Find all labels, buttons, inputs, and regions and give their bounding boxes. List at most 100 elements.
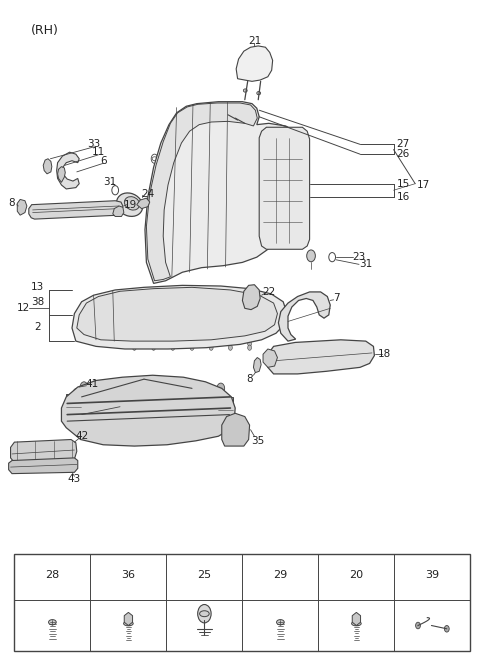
Text: 22: 22 bbox=[262, 287, 276, 297]
Circle shape bbox=[248, 341, 252, 346]
Bar bbox=[66, 394, 81, 420]
Polygon shape bbox=[253, 358, 261, 373]
Polygon shape bbox=[43, 159, 52, 174]
Text: 2: 2 bbox=[34, 321, 41, 332]
Text: 12: 12 bbox=[16, 303, 30, 314]
Text: 28: 28 bbox=[45, 570, 60, 580]
Polygon shape bbox=[352, 613, 360, 626]
Ellipse shape bbox=[77, 309, 88, 321]
Ellipse shape bbox=[200, 611, 209, 617]
Text: 35: 35 bbox=[252, 436, 265, 446]
Circle shape bbox=[198, 605, 211, 623]
Polygon shape bbox=[11, 440, 77, 464]
Text: 36: 36 bbox=[121, 570, 135, 580]
Ellipse shape bbox=[257, 92, 261, 94]
Bar bbox=[263, 138, 302, 243]
Ellipse shape bbox=[79, 312, 85, 318]
Text: 8: 8 bbox=[9, 198, 15, 209]
Text: 13: 13 bbox=[31, 282, 44, 293]
Ellipse shape bbox=[124, 197, 140, 210]
Polygon shape bbox=[77, 287, 277, 341]
Circle shape bbox=[152, 345, 156, 350]
Text: 31: 31 bbox=[103, 177, 116, 188]
Polygon shape bbox=[61, 375, 235, 446]
Text: 11: 11 bbox=[92, 147, 105, 157]
Polygon shape bbox=[145, 102, 308, 283]
Ellipse shape bbox=[117, 193, 143, 216]
Polygon shape bbox=[113, 206, 124, 216]
Circle shape bbox=[190, 341, 194, 346]
Text: 25: 25 bbox=[197, 570, 212, 580]
Polygon shape bbox=[124, 613, 132, 626]
Text: 43: 43 bbox=[68, 474, 81, 484]
Polygon shape bbox=[57, 152, 79, 189]
Text: 33: 33 bbox=[87, 139, 100, 150]
Ellipse shape bbox=[243, 89, 247, 92]
Polygon shape bbox=[278, 292, 330, 341]
Circle shape bbox=[80, 382, 88, 392]
Polygon shape bbox=[9, 458, 78, 474]
Circle shape bbox=[132, 345, 136, 350]
Circle shape bbox=[209, 345, 213, 350]
Ellipse shape bbox=[226, 113, 230, 117]
Text: 7: 7 bbox=[333, 293, 339, 304]
Circle shape bbox=[82, 207, 86, 213]
Text: 29: 29 bbox=[273, 570, 288, 580]
Text: 8: 8 bbox=[246, 374, 253, 384]
Text: 39: 39 bbox=[425, 570, 440, 580]
Polygon shape bbox=[259, 127, 310, 249]
Polygon shape bbox=[72, 285, 287, 349]
Text: 20: 20 bbox=[349, 570, 363, 580]
Circle shape bbox=[152, 341, 156, 346]
Polygon shape bbox=[236, 46, 273, 81]
Text: 41: 41 bbox=[85, 379, 99, 389]
Circle shape bbox=[132, 341, 136, 346]
Ellipse shape bbox=[276, 620, 284, 625]
Text: 31: 31 bbox=[359, 259, 372, 270]
Text: 17: 17 bbox=[417, 180, 430, 190]
Polygon shape bbox=[146, 103, 257, 281]
Circle shape bbox=[228, 341, 232, 346]
Circle shape bbox=[73, 388, 81, 399]
Polygon shape bbox=[222, 413, 250, 446]
Circle shape bbox=[171, 341, 175, 346]
Text: 27: 27 bbox=[396, 139, 410, 150]
Circle shape bbox=[416, 623, 420, 629]
Text: 21: 21 bbox=[248, 35, 261, 46]
Polygon shape bbox=[29, 201, 123, 219]
Circle shape bbox=[101, 207, 105, 213]
Text: 6: 6 bbox=[100, 155, 107, 166]
Bar bbox=[14, 554, 470, 651]
Bar bbox=[263, 138, 302, 243]
Circle shape bbox=[171, 345, 175, 350]
Ellipse shape bbox=[123, 621, 133, 626]
Circle shape bbox=[228, 345, 232, 350]
Circle shape bbox=[217, 383, 225, 394]
Polygon shape bbox=[268, 340, 374, 374]
Circle shape bbox=[41, 207, 45, 213]
Polygon shape bbox=[242, 285, 260, 310]
Text: 19: 19 bbox=[124, 199, 137, 210]
Polygon shape bbox=[17, 199, 27, 215]
Text: 38: 38 bbox=[31, 297, 44, 307]
Polygon shape bbox=[137, 198, 150, 209]
Text: 15: 15 bbox=[396, 178, 410, 189]
Circle shape bbox=[248, 345, 252, 350]
Text: 18: 18 bbox=[377, 349, 391, 359]
Ellipse shape bbox=[233, 116, 237, 120]
Ellipse shape bbox=[48, 620, 56, 625]
Text: 42: 42 bbox=[76, 431, 89, 441]
Circle shape bbox=[60, 207, 64, 213]
Text: (RH): (RH) bbox=[31, 24, 59, 37]
Circle shape bbox=[307, 250, 315, 262]
Text: 23: 23 bbox=[352, 252, 366, 262]
Bar bbox=[218, 397, 233, 423]
Text: 26: 26 bbox=[396, 149, 410, 159]
Circle shape bbox=[190, 345, 194, 350]
Text: 24: 24 bbox=[141, 188, 155, 199]
Ellipse shape bbox=[351, 621, 361, 626]
Text: 16: 16 bbox=[396, 192, 410, 202]
Circle shape bbox=[444, 626, 449, 632]
Circle shape bbox=[228, 420, 242, 440]
Circle shape bbox=[210, 390, 217, 400]
